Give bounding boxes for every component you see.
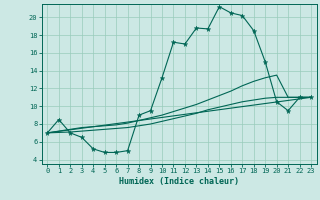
X-axis label: Humidex (Indice chaleur): Humidex (Indice chaleur) xyxy=(119,177,239,186)
